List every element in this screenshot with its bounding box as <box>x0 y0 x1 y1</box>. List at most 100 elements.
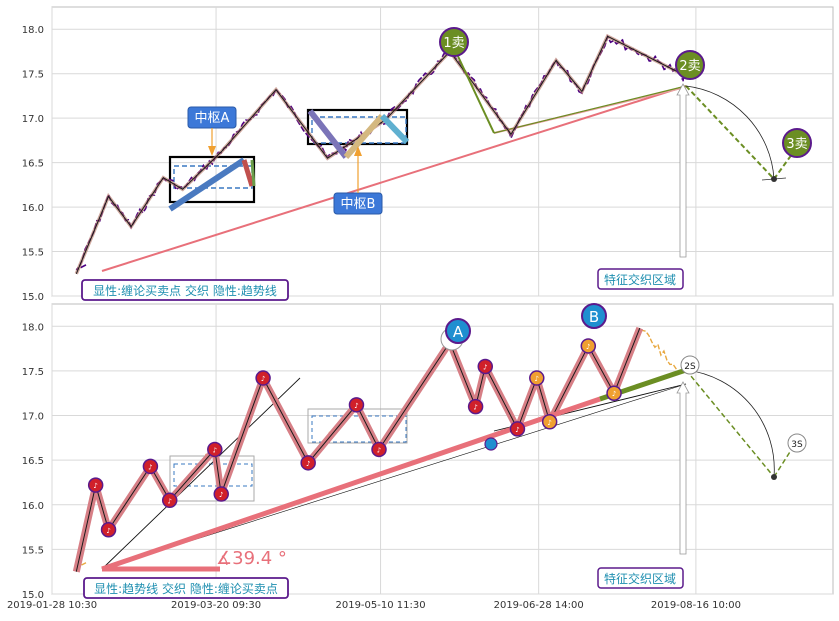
hub-a-text: 中枢A <box>195 111 230 126</box>
svg-text:♪: ♪ <box>306 460 310 468</box>
region-text-bottom: 特征交织区域 <box>604 571 676 586</box>
fan-marker: ♪ <box>606 385 622 401</box>
sell2-text: 2卖 <box>679 59 700 74</box>
y-tick-label: 17.5 <box>22 70 44 81</box>
bottom-panel: 15.0 15.5 16.0 16.5 17.0 17.5 18.0 2019-01-28 … <box>7 303 834 611</box>
zigzag-top <box>75 35 686 274</box>
fan-marker: ♪ <box>529 370 545 386</box>
x-tick-label: 2019-03-20 09:30 <box>171 600 261 611</box>
marker-a-text: A <box>453 323 464 341</box>
region-label-top: 特征交织区域 <box>597 268 684 290</box>
svg-text:♪: ♪ <box>515 426 519 434</box>
fan-marker: ♪ <box>255 370 271 386</box>
marker-3s: 3S <box>787 433 807 453</box>
top-y-axis: 15.0 15.5 16.0 16.5 17.0 17.5 18.0 <box>22 25 44 303</box>
y-tick-label: 15.5 <box>22 545 44 556</box>
top-panel: 15.015.516.016.517.017.518.0 中 <box>22 6 834 303</box>
trend-line-top <box>101 85 687 272</box>
hub-b-segment-purple <box>307 109 349 159</box>
region-arrow-bottom <box>676 381 690 555</box>
marker-small-2 <box>484 437 498 451</box>
fan-marker: ♪ <box>87 477 104 493</box>
region-text-top: 特征交织区域 <box>604 272 676 287</box>
svg-text:♪: ♪ <box>354 402 358 410</box>
fan-marker: ♪ <box>509 421 526 437</box>
y-tick-label: 15.0 <box>22 590 44 601</box>
sell2-marker: 2卖 <box>675 50 705 80</box>
marker-2s: 2S <box>680 355 700 375</box>
projection-dash-bottom-1 <box>685 369 775 478</box>
y-tick-label: 16.5 <box>22 159 44 170</box>
y-tick-label: 16.5 <box>22 456 44 467</box>
svg-text:♪: ♪ <box>535 375 539 383</box>
fan-marker: ♪ <box>300 455 316 471</box>
thin-trend-bottom-1 <box>101 377 301 570</box>
region-label-bottom: 特征交织区域 <box>597 567 684 589</box>
hub-a-segment-blue <box>168 157 246 212</box>
svg-text:♪: ♪ <box>473 404 477 412</box>
legend-top: 显性:缠论买卖点 交织 隐性:趋势线 <box>81 279 289 301</box>
svg-text:♪: ♪ <box>377 446 381 454</box>
svg-text:♪: ♪ <box>261 375 265 383</box>
legend-text-top: 显性:缠论买卖点 交织 隐性:趋势线 <box>93 283 277 298</box>
svg-text:♪: ♪ <box>612 390 616 398</box>
legend-text-bottom: 显性:趋势线 交织 隐性:缠论买卖点 <box>94 581 278 596</box>
sell1-marker: 1卖 <box>439 27 469 57</box>
marker-b: B <box>581 303 607 329</box>
y-tick-label: 15.5 <box>22 248 44 259</box>
projection-arc-bottom <box>685 369 775 478</box>
angle-label: ∡39.4 ° <box>216 548 287 569</box>
svg-text:♪: ♪ <box>219 491 223 499</box>
hub-b-inner <box>311 116 407 144</box>
svg-text:♪: ♪ <box>106 527 110 535</box>
svg-text:♪: ♪ <box>213 446 217 454</box>
y-tick-label: 16.0 <box>22 501 44 512</box>
svg-text:♪: ♪ <box>167 497 171 505</box>
fan-markers: ♪ ♪ ♪ ♪ ♪ ♪ ♪ ♪ ♪ ♪ ♪ ♪ ♪ ♪ ♪ ♪ ♪ <box>87 338 622 538</box>
fan-marker: ♪ <box>142 458 159 475</box>
bottom-y-axis: 15.0 15.5 16.0 16.5 17.0 17.5 18.0 <box>22 322 44 601</box>
svg-text:♪: ♪ <box>148 463 152 471</box>
marker-b-text: B <box>589 308 599 326</box>
fan-marker: ♪ <box>100 522 117 538</box>
y-tick-label: 17.0 <box>22 114 44 125</box>
y-tick-label: 17.0 <box>22 412 44 423</box>
region-arrow-top <box>676 83 690 258</box>
bottom-x-axis: 2019-01-28 10:30 2019-03-20 09:30 2019-05-… <box>7 600 741 611</box>
y-tick-label: 18.0 <box>22 322 44 333</box>
hub-a-inner-bottom <box>173 463 253 487</box>
hub-b-label: 中枢B <box>333 146 383 215</box>
hub-a-segment-green <box>250 159 256 187</box>
sell3-marker: 3卖 <box>782 128 812 158</box>
marker-3s-text: 3S <box>791 440 803 450</box>
marker-a: A <box>445 318 471 344</box>
projection-arc-top <box>685 85 775 180</box>
fan-marker: ♪ <box>207 441 223 458</box>
fan-marker: ♪ <box>348 397 365 413</box>
hub-a-segment-red <box>241 159 255 187</box>
x-tick-label: 2019-01-28 10:30 <box>7 600 97 611</box>
y-tick-label: 17.5 <box>22 367 44 378</box>
y-tick-label: 16.0 <box>22 203 44 214</box>
fan-marker: ♪ <box>161 492 178 509</box>
marker-2s-text: 2S <box>684 362 696 372</box>
fan-marker: ♪ <box>541 414 558 430</box>
hub-b-text: 中枢B <box>341 197 376 212</box>
sell1-segment <box>455 51 495 134</box>
projection-point-bottom <box>771 474 777 480</box>
sell1-text: 1卖 <box>443 36 464 51</box>
trend-line-top-3 <box>493 85 687 134</box>
hub-a-label: 中枢A <box>187 106 237 156</box>
y-tick-label: 18.0 <box>22 25 44 36</box>
fan-marker: ♪ <box>580 338 597 354</box>
fan-marker: ♪ <box>477 358 494 375</box>
hub-b-inner-bottom <box>311 415 407 443</box>
x-tick-label: 2019-08-16 10:00 <box>651 600 741 611</box>
y-tick-label: 15.0 <box>22 292 44 303</box>
legend-bottom: 显性:趋势线 交织 隐性:缠论买卖点 <box>83 577 289 599</box>
fan-marker: ♪ <box>371 441 387 458</box>
svg-text:♪: ♪ <box>586 343 590 351</box>
svg-text:♪: ♪ <box>93 482 97 490</box>
